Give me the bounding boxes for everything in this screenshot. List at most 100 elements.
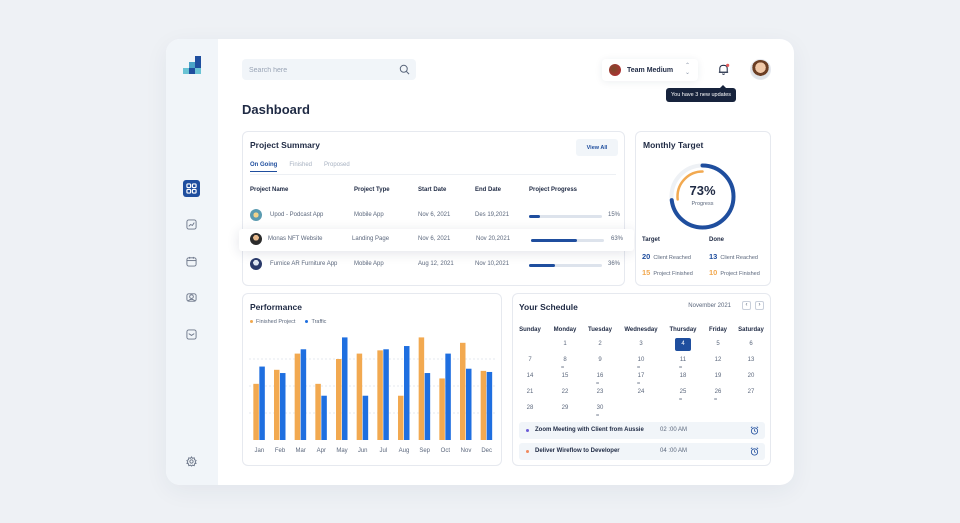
bar-finished-project-jun[interactable] — [356, 353, 363, 440]
calendar-day[interactable]: 13 — [747, 357, 755, 363]
calendar-day[interactable]: 7 — [528, 357, 532, 363]
x-tick-label: Dec — [481, 448, 492, 454]
search-icon[interactable] — [399, 64, 410, 75]
team-switcher[interactable]: Team Medium ⌃ ⌄ — [602, 59, 698, 81]
nav-dashboard-button[interactable] — [183, 180, 200, 197]
calendar-day[interactable]: 9 — [598, 357, 602, 363]
bar-traffic-oct[interactable] — [445, 353, 451, 440]
calendar-day[interactable]: 22 — [561, 389, 569, 395]
target-progress-ring: 73% Progress — [668, 162, 737, 231]
bar-finished-project-nov[interactable] — [460, 342, 466, 440]
calendar-day[interactable]: 19 — [714, 373, 722, 379]
calendar-day[interactable]: 8 ••• — [561, 357, 567, 369]
tab-on-going[interactable]: On Going — [250, 162, 278, 172]
project-icon — [250, 233, 262, 245]
prev-month-button[interactable]: ‹ — [742, 301, 751, 310]
tab-finished[interactable]: Finished — [289, 162, 313, 168]
calendar-day[interactable]: 4 — [675, 338, 691, 351]
bar-traffic-aug[interactable] — [404, 346, 410, 440]
bar-traffic-sep[interactable] — [424, 373, 431, 440]
nav-inbox-button[interactable] — [183, 326, 200, 343]
bar-traffic-apr[interactable] — [321, 395, 327, 440]
table-row[interactable]: Upod - Podcast App Mobile App Nov 6, 202… — [243, 205, 624, 227]
bar-traffic-feb[interactable] — [280, 373, 286, 440]
calendar-day[interactable]: 26 ••• — [714, 389, 722, 401]
calendar-day[interactable]: 21 — [526, 389, 534, 395]
bar-finished-project-feb[interactable] — [274, 369, 280, 440]
project-end: Nov 10,2021 — [475, 261, 510, 267]
calendar-day[interactable]: 15 — [561, 373, 569, 379]
x-tick-label: Oct — [441, 448, 451, 454]
calendar-day[interactable]: 20 — [747, 373, 755, 379]
nav-team-button[interactable] — [183, 289, 200, 306]
bar-traffic-jul[interactable] — [383, 349, 389, 440]
search-input[interactable] — [242, 60, 392, 81]
calendar-day[interactable]: 30 ••• — [596, 405, 604, 417]
x-tick-label: Sep — [419, 448, 430, 454]
calendar-day[interactable]: 16 ••• — [596, 373, 604, 385]
bar-traffic-dec[interactable] — [486, 371, 493, 440]
calendar-day[interactable]: 1 — [563, 341, 567, 347]
user-avatar[interactable] — [750, 59, 771, 80]
target-label: Target — [642, 237, 660, 243]
bar-finished-project-sep[interactable] — [418, 337, 425, 440]
progress-label: 15% — [608, 212, 621, 218]
bar-finished-project-mar[interactable] — [294, 353, 301, 440]
calendar-day[interactable]: 25 ••• — [679, 389, 687, 401]
calendar-day[interactable]: 11 ••• — [679, 357, 687, 369]
bar-traffic-nov[interactable] — [466, 368, 472, 440]
event-item[interactable]: Zoom Meeting with Client from Aussie 02 … — [519, 422, 765, 439]
progress-fill — [529, 264, 556, 267]
calendar-day[interactable]: 5 — [716, 341, 720, 347]
calendar-day[interactable]: 10 ••• — [637, 357, 645, 369]
bar-traffic-jan[interactable] — [259, 366, 265, 440]
bar-finished-project-jul[interactable] — [377, 350, 383, 440]
calendar-day[interactable]: 27 — [747, 389, 755, 395]
project-end: Des 19,2021 — [475, 212, 510, 218]
bar-finished-project-may[interactable] — [336, 359, 342, 440]
next-month-button[interactable]: › — [755, 301, 764, 310]
bar-finished-project-aug[interactable] — [398, 395, 404, 440]
bar-finished-project-dec[interactable] — [480, 370, 487, 440]
calendar-day[interactable]: 2 — [598, 341, 602, 347]
calendar-day[interactable]: 24 — [637, 389, 645, 395]
event-item[interactable]: Deliver Wireflow to Developer 04 :00 AM — [519, 443, 765, 460]
bar-finished-project-oct[interactable] — [439, 378, 445, 440]
calendar-day[interactable]: 28 — [526, 405, 534, 411]
chevron-up-down-icon: ⌃ ⌄ — [684, 63, 690, 76]
table-row[interactable]: Monas NFT Website Landing Page Nov 6, 20… — [239, 229, 634, 251]
calendar-day[interactable]: 14 — [526, 373, 534, 379]
event-indicator: ••• — [679, 396, 682, 401]
nav-settings-button[interactable] — [183, 453, 200, 470]
alarm-icon[interactable] — [750, 426, 759, 435]
calendar-day[interactable]: 6 — [749, 341, 753, 347]
calendar-icon — [186, 256, 197, 267]
target-project-finished: 15 Project Finished — [642, 268, 693, 277]
bar-traffic-may[interactable] — [342, 337, 348, 440]
calendar-day[interactable]: 3 — [639, 341, 643, 347]
search-box — [242, 59, 416, 81]
bar-traffic-mar[interactable] — [300, 349, 307, 440]
calendar-day[interactable]: 29 — [561, 405, 569, 411]
calendar-day[interactable]: 17 ••• — [637, 373, 645, 385]
calendar-day[interactable]: 18 — [679, 373, 687, 379]
calendar-day[interactable]: 12 — [714, 357, 722, 363]
schedule-title: Your Schedule — [519, 302, 578, 312]
bar-traffic-jun[interactable] — [362, 395, 369, 440]
bar-finished-project-apr[interactable] — [315, 383, 321, 440]
event-indicator: ••• — [596, 412, 599, 417]
calendar-day[interactable]: 23 — [596, 389, 604, 395]
view-all-button[interactable]: View All — [576, 139, 618, 156]
alarm-icon[interactable] — [750, 447, 759, 456]
notification-dot — [726, 63, 730, 67]
tab-proposed[interactable]: Proposed — [324, 162, 350, 168]
bell-icon[interactable] — [717, 63, 730, 76]
nav-analytics-button[interactable] — [183, 216, 200, 233]
progress-bar — [531, 239, 604, 242]
table-row[interactable]: Furnice AR Furniture App Mobile App Aug … — [243, 254, 624, 276]
bar-finished-project-jan[interactable] — [253, 383, 259, 440]
project-name: Upod - Podcast App — [270, 212, 324, 218]
users-icon — [186, 293, 197, 302]
legend-finished-project: Finished Project — [250, 319, 295, 325]
nav-calendar-button[interactable] — [183, 253, 200, 270]
